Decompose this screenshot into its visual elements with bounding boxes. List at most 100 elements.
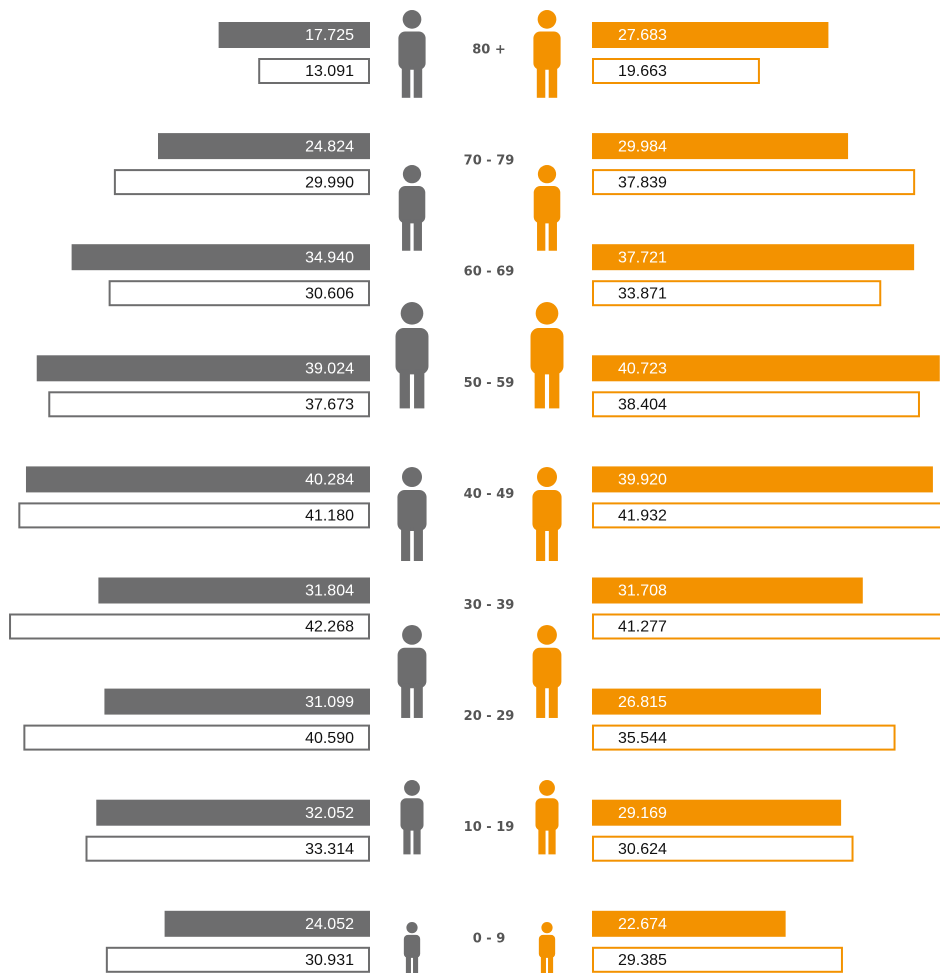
value-label: 33.314: [305, 841, 354, 858]
bar: [592, 169, 916, 196]
age-label: 0 - 9: [473, 931, 506, 946]
value-label: 32.052: [305, 805, 354, 822]
person-icon: [541, 922, 553, 934]
value-label: 40.590: [305, 730, 354, 747]
person-icon: [402, 219, 411, 251]
person-icon: [537, 219, 546, 251]
value-label: 34.940: [305, 249, 354, 266]
person-icon: [548, 955, 554, 973]
age-label: 50 - 59: [464, 376, 515, 391]
value-label: 38.404: [618, 397, 667, 414]
person-icon: [402, 625, 422, 645]
bar: [592, 502, 940, 529]
value-label: 27.683: [618, 27, 667, 44]
person-icon: [403, 827, 411, 855]
bar: [592, 244, 915, 271]
value-label: 41.277: [618, 619, 667, 636]
bar: [105, 946, 370, 973]
person-icon: [398, 185, 426, 224]
person-icon: [534, 369, 545, 409]
person-icon: [540, 955, 546, 973]
person-icon: [413, 219, 422, 251]
value-label: 26.815: [618, 694, 667, 711]
person-icon: [413, 827, 421, 855]
person-icon: [537, 10, 557, 29]
person-icon: [413, 65, 423, 98]
value-label: 22.674: [618, 916, 667, 933]
value-label: 35.544: [618, 730, 667, 747]
bar: [592, 613, 940, 640]
value-label: 41.180: [305, 508, 354, 525]
age-label: 30 - 39: [464, 598, 515, 613]
person-icon: [397, 490, 427, 531]
person-icon: [401, 683, 411, 718]
bar: [36, 355, 370, 382]
person-icon: [406, 922, 418, 934]
person-icon: [404, 780, 420, 796]
value-label: 30.624: [618, 841, 667, 858]
value-label: 40.723: [618, 361, 667, 378]
bar: [592, 910, 786, 937]
value-label: 31.099: [305, 694, 354, 711]
person-icon: [548, 219, 557, 251]
person-icon: [533, 185, 561, 224]
bar: [592, 22, 829, 48]
bar: [592, 946, 843, 973]
bar: [592, 799, 842, 826]
person-icon: [398, 31, 426, 70]
value-label: 42.268: [305, 619, 354, 636]
bar: [23, 724, 371, 751]
person-icon: [536, 467, 558, 488]
value-label: 37.721: [618, 249, 667, 266]
bar: [592, 688, 822, 715]
value-label: 30.606: [305, 285, 354, 302]
bar: [218, 22, 370, 48]
person-icon: [537, 625, 557, 645]
bar: [108, 280, 371, 307]
bar: [71, 244, 370, 271]
person-icon: [414, 369, 425, 409]
age-label: 80 +: [472, 43, 506, 58]
person-icon: [401, 65, 411, 98]
value-label: 29.385: [618, 952, 667, 969]
age-label: 10 - 19: [464, 820, 515, 835]
value-label: 24.824: [305, 138, 354, 155]
person-icon: [413, 683, 423, 718]
bar: [592, 58, 760, 84]
person-icon: [402, 165, 422, 184]
person-icon: [530, 328, 564, 375]
person-icon: [548, 65, 558, 98]
bar: [164, 910, 370, 937]
person-icon: [401, 467, 423, 488]
person-icon: [548, 683, 558, 718]
age-label: 20 - 29: [464, 709, 515, 724]
age-label: 40 - 49: [464, 487, 515, 502]
person-icon: [401, 526, 411, 562]
bar: [592, 391, 920, 418]
person-icon: [402, 10, 422, 29]
bar: [104, 688, 370, 715]
person-icon: [536, 526, 546, 562]
person-icon: [403, 934, 421, 958]
person-icon: [539, 780, 555, 796]
bar: [113, 169, 370, 196]
bar: [158, 133, 370, 160]
bar: [592, 133, 849, 160]
value-label: 39.920: [618, 472, 667, 489]
value-label: 39.024: [305, 361, 354, 378]
bar: [18, 502, 370, 529]
person-icon: [413, 526, 423, 562]
value-label: 19.663: [618, 63, 667, 80]
value-label: 31.804: [305, 583, 354, 600]
value-label: 13.091: [305, 63, 354, 80]
bar: [98, 577, 371, 604]
value-label: 33.871: [618, 285, 667, 302]
value-label: 40.284: [305, 472, 354, 489]
person-icon: [548, 827, 556, 855]
value-label: 17.725: [305, 27, 354, 44]
value-label: 29.984: [618, 138, 667, 155]
person-icon: [400, 302, 424, 325]
value-label: 37.839: [618, 174, 667, 191]
bar: [96, 799, 371, 826]
